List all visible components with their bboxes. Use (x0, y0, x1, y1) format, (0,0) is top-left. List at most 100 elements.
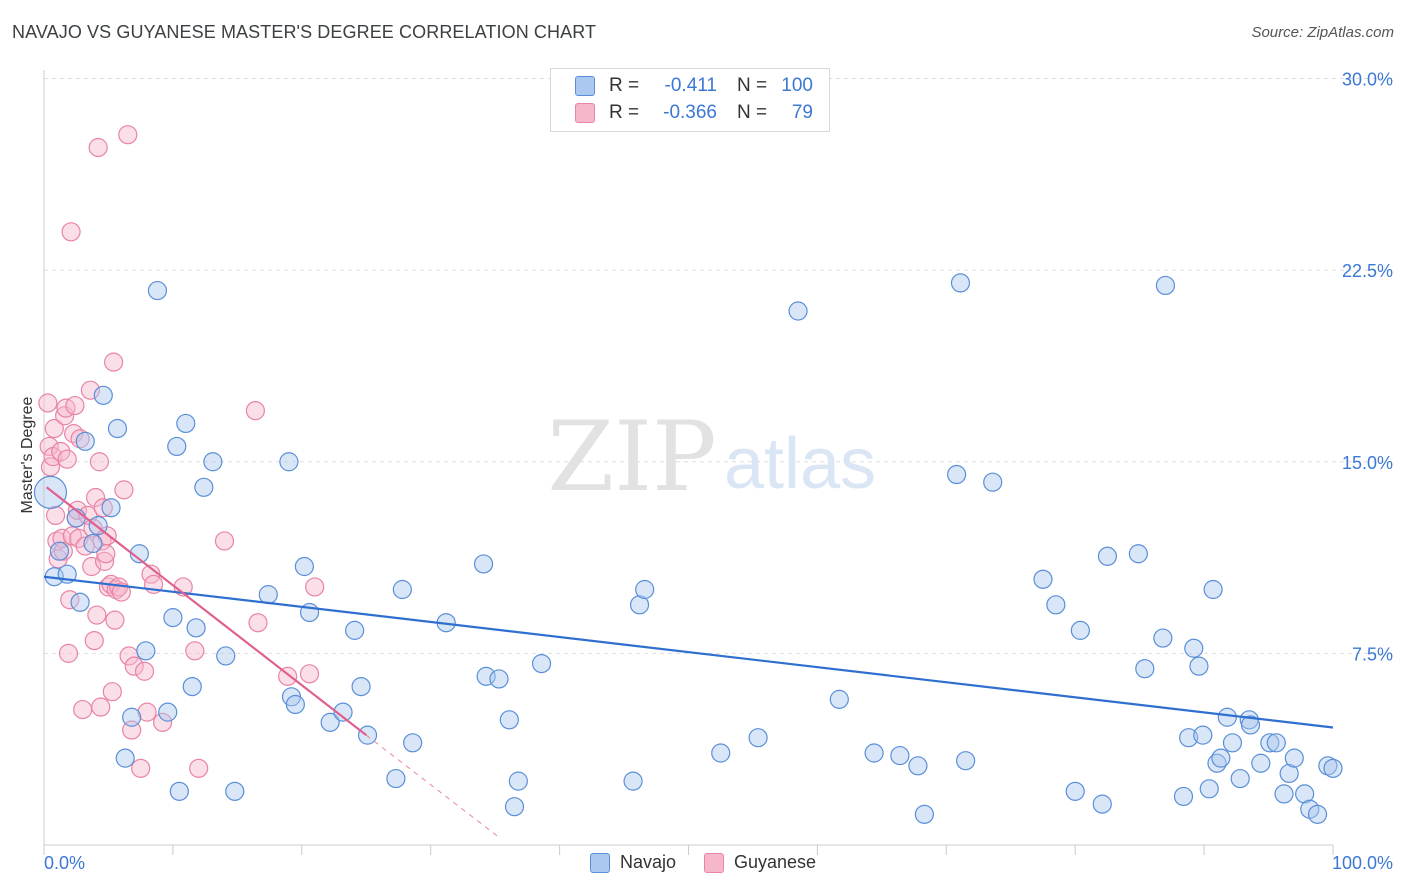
navajo-point (908, 756, 928, 776)
navajo-point (748, 728, 768, 748)
navajo-point (829, 689, 849, 709)
navajo-point (1266, 733, 1286, 753)
navajo-point (623, 771, 643, 791)
navajo-point (167, 436, 187, 457)
guyanese-point (124, 656, 144, 676)
navajo-point (357, 725, 378, 745)
navajo-point (176, 413, 196, 434)
series-label-navajo: Navajo (619, 852, 676, 872)
guyanese-point (137, 702, 157, 722)
navajo-point (629, 595, 650, 615)
navajo-point (101, 498, 121, 518)
y-tick-label: 15.0% (1342, 453, 1393, 473)
navajo-point (1065, 781, 1085, 801)
guyanese-point (93, 498, 113, 518)
series-label-guyanese: Guyanese (733, 852, 817, 872)
series-legend: Navajo Guyanese (0, 852, 1406, 873)
navajo-point (351, 676, 371, 697)
navajo-point (216, 646, 236, 666)
navajo-point (279, 452, 299, 472)
series-swatch-navajo (589, 852, 610, 873)
navajo-point (1284, 748, 1304, 768)
guyanese-point (248, 613, 268, 633)
guyanese-point (299, 664, 320, 684)
series-legend-guyanese: Guyanese (703, 852, 817, 873)
navajo-point (508, 771, 528, 791)
guyanese-point (91, 697, 111, 717)
guyanese-point (69, 528, 89, 549)
navajo-point (1179, 728, 1199, 748)
navajo-point (1274, 784, 1294, 804)
navajo-point (158, 702, 178, 722)
guyanese-point (185, 641, 205, 661)
navajo-point (1230, 768, 1250, 789)
navajo-point (194, 477, 214, 497)
navajo-point (1193, 725, 1213, 745)
source-credit: Source: ZipAtlas.com (1251, 24, 1394, 41)
navajo-point (950, 273, 971, 293)
guyanese-point (88, 137, 108, 158)
guyanese-point (64, 424, 84, 444)
legend-n-value: 79 (791, 102, 813, 123)
guyanese-point (78, 505, 98, 526)
legend-swatch-guyanese (575, 103, 595, 123)
legend-r-value: -0.411 (664, 75, 717, 96)
navajo-point (392, 579, 412, 600)
trendlines (43, 486, 1334, 838)
gridlines (44, 78, 1393, 654)
guyanese-point (61, 222, 81, 242)
navajo-point (1217, 707, 1237, 727)
guyanese-point (131, 758, 151, 778)
x-tick-label-max: 100.0% (1332, 853, 1393, 873)
guyanese-point (57, 449, 77, 469)
navajo-point (225, 781, 245, 801)
navajo-point (1260, 733, 1280, 753)
legend-r-label: R = (609, 102, 640, 123)
guyanese-trendline-extension (365, 734, 500, 838)
navajo-point (983, 472, 1003, 492)
navajo-point (129, 544, 149, 564)
navajo-trendline (43, 575, 1334, 729)
legend-r-label: R = (609, 75, 640, 96)
legend-r-value: -0.366 (663, 102, 717, 123)
guyanese-point (73, 699, 93, 720)
navajo-point (947, 464, 967, 485)
navajo-point (186, 618, 206, 638)
watermark-atlas: atlas (724, 424, 876, 504)
guyanese-point (55, 406, 75, 426)
series-legend-navajo: Navajo (589, 852, 676, 873)
navajo-point (75, 431, 95, 451)
y-tick-label: 30.0% (1342, 70, 1393, 90)
navajo-point (333, 702, 353, 722)
guyanese-point (58, 643, 79, 663)
navajo-point (1199, 779, 1219, 799)
guyanese-point (70, 429, 90, 449)
navajo-point (285, 694, 305, 715)
y-axis-label: Master's Degree (19, 396, 36, 513)
guyanese-point (105, 610, 125, 630)
navajo-point (1135, 659, 1155, 679)
legend-n-value: 100 (781, 75, 813, 96)
series-swatch-guyanese (703, 852, 724, 873)
navajo-point (1207, 753, 1227, 773)
guyanese-point (134, 661, 155, 681)
navajo-point (320, 712, 340, 732)
guyanese-point (89, 452, 110, 472)
navajo-points (33, 273, 1343, 824)
chart-title: NAVAJO VS GUYANESE MASTER'S DEGREE CORRE… (12, 22, 597, 42)
y-tick-labels: 7.5% 15.0% 22.5% 30.0% (1342, 70, 1393, 665)
legend-n-label: N = (737, 75, 768, 96)
y-tick-label: 7.5% (1352, 644, 1393, 664)
guyanese-point (87, 605, 107, 625)
navajo-point (1155, 275, 1176, 296)
navajo-point (489, 669, 509, 689)
guyanese-point (102, 682, 122, 702)
navajo-point (890, 745, 910, 766)
navajo-point (1211, 748, 1231, 768)
guyanese-point (189, 758, 209, 778)
navajo-point (294, 556, 314, 577)
x-tick-label-min: 0.0% (44, 853, 85, 873)
guyanese-point (214, 531, 235, 551)
navajo-point (1222, 733, 1243, 753)
navajo-point (1070, 620, 1090, 640)
